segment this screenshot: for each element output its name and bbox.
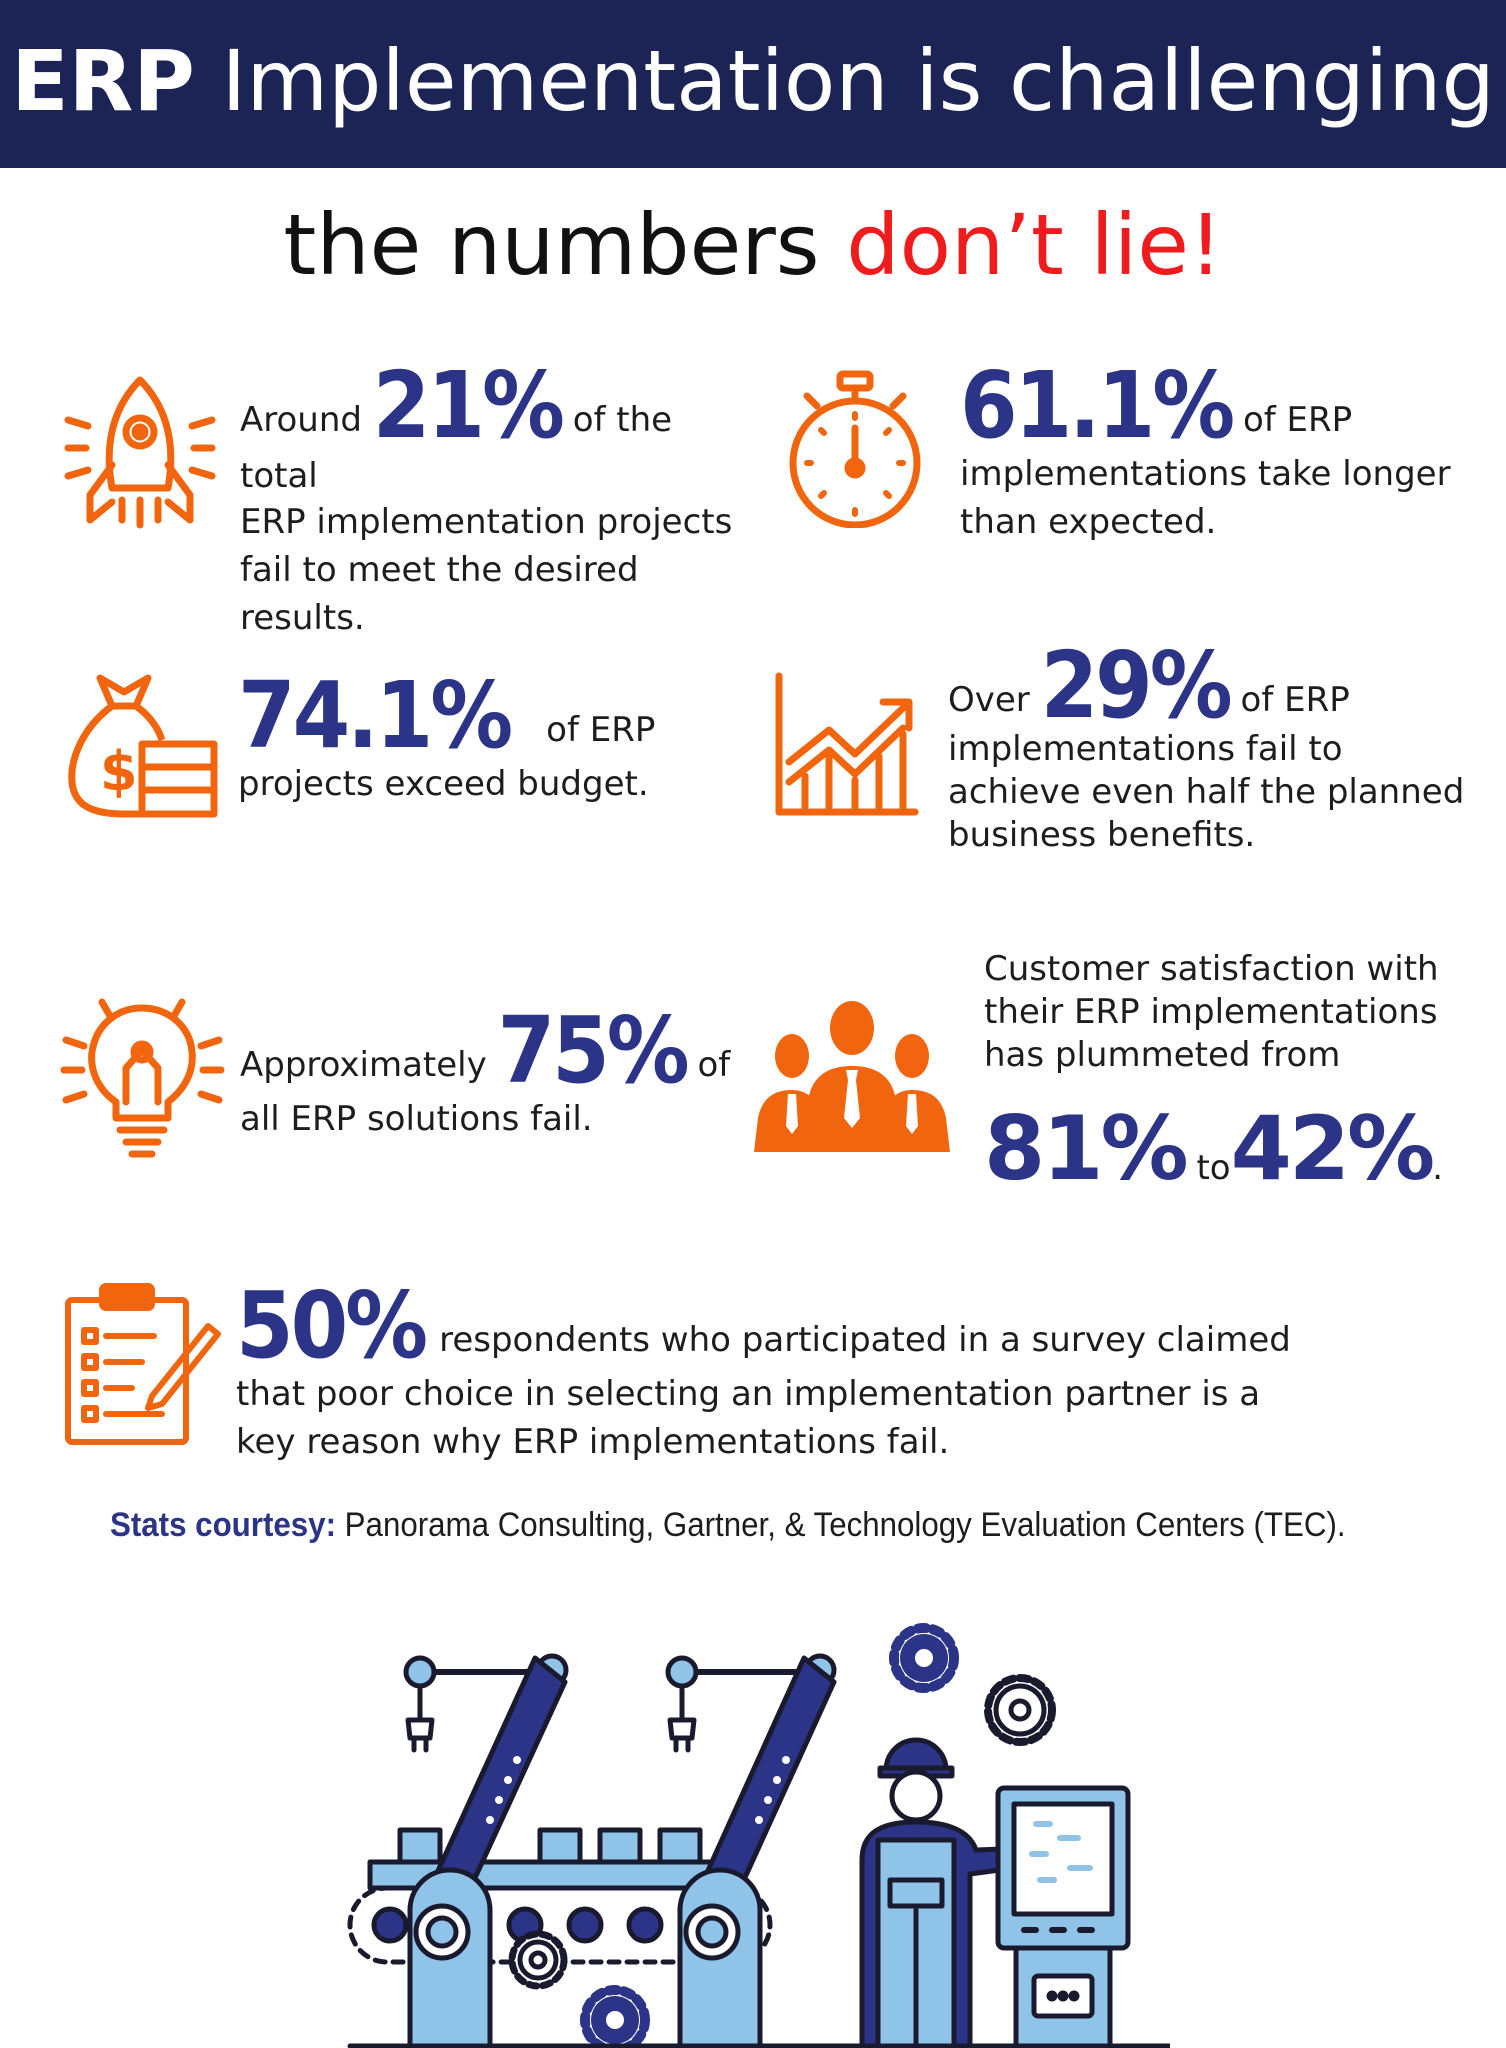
stat-solutions-text: Approximately 75% of all ERP solutions f… bbox=[240, 997, 731, 1140]
stat-value: 50% bbox=[236, 1272, 428, 1379]
stat-budget-text: 74.1% of ERP projects exceed budget. bbox=[238, 662, 656, 805]
stats-courtesy: Stats courtesy: Panorama Consulting, Gar… bbox=[110, 1506, 1346, 1544]
rocket-icon bbox=[64, 376, 216, 529]
page-title: ERP Implementation is challenging bbox=[11, 32, 1495, 130]
stat-value: 29% bbox=[1040, 632, 1233, 739]
stat-partner-text: 50% respondents who participated in a sur… bbox=[236, 1272, 1291, 1463]
svg-text:$: $ bbox=[100, 740, 138, 803]
stat-value: 75% bbox=[497, 997, 690, 1104]
people-icon bbox=[754, 1001, 950, 1152]
header-banner: ERP Implementation is challenging bbox=[0, 0, 1506, 168]
subtitle: the numbers don’t lie! bbox=[283, 196, 1223, 294]
money-bag-icon: $ bbox=[68, 674, 218, 818]
growth-chart-icon bbox=[775, 672, 919, 816]
stopwatch-icon bbox=[789, 370, 921, 528]
stat-satisfaction-text: Customer satisfaction with their ERP imp… bbox=[984, 949, 1444, 1200]
factory-robot-arms-worker-icon bbox=[347, 1623, 1170, 2048]
stat-value: 74.1% bbox=[238, 662, 513, 769]
stat-value: 61.1% bbox=[960, 352, 1235, 459]
stat-value-to: 42% bbox=[1230, 1097, 1436, 1200]
stat-value: 21% bbox=[372, 352, 565, 459]
stat-stopwatch-text: 61.1% of ERP implementations take longer… bbox=[960, 352, 1451, 543]
stat-value-from: 81% bbox=[984, 1097, 1189, 1200]
clipboard-checklist-icon bbox=[65, 1283, 221, 1445]
stat-rocket-text: Around 21% of the total ERP implementati… bbox=[240, 352, 733, 639]
stat-benefits-text: Over 29% of ERP implementations fail to … bbox=[948, 632, 1465, 856]
lightbulb-icon bbox=[60, 998, 225, 1158]
